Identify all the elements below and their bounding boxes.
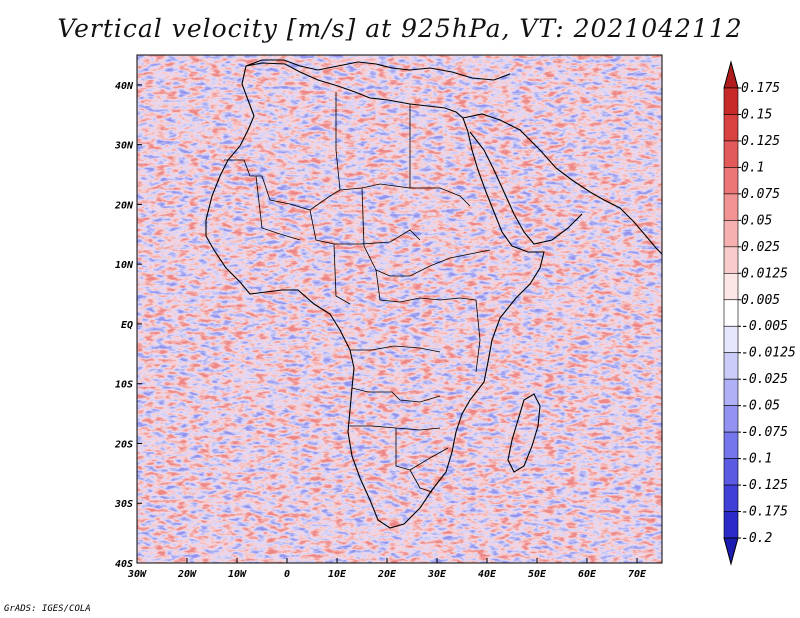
colorbar-swatch — [723, 484, 739, 512]
vertical-velocity-field — [137, 55, 662, 563]
red-sea-east-coast — [469, 131, 583, 245]
colorbar-label: 0.125 — [741, 134, 780, 149]
colorbar-swatch — [723, 114, 739, 142]
lon-tick-label: 0 — [284, 569, 290, 580]
lat-tick-label: 10S — [115, 380, 133, 391]
colorbar-top-arrow — [723, 60, 739, 89]
lon-tick-label: 30E — [427, 569, 447, 580]
colorbar-label: 0.175 — [741, 81, 780, 96]
lat-tick-label: 20S — [114, 439, 133, 450]
colorbar-label: -0.125 — [741, 478, 788, 493]
lat-tick-label: EQ — [121, 320, 133, 331]
lat-tick-label: 40S — [115, 559, 133, 570]
colorbar-label: 0.075 — [741, 187, 780, 202]
map-title: Vertical velocity [m/s] at 925hPa, VT: 2… — [57, 14, 743, 43]
lon-tick-label: 50E — [528, 569, 547, 580]
africa-coastline — [205, 62, 545, 529]
latitude-axis: 40N 30N 20N 10N EQ 10S 20S 30S 40S — [114, 81, 142, 570]
lon-tick-label: 70E — [628, 569, 647, 580]
lat-tick-label: 30S — [114, 499, 133, 510]
colorbar-label: -0.075 — [741, 425, 788, 440]
colorbar-label: 0.025 — [741, 240, 780, 255]
lon-tick-label: 10E — [328, 569, 347, 580]
colorbar-swatch — [723, 220, 739, 248]
colorbar-swatch — [723, 325, 739, 354]
colorbar-swatch — [723, 378, 739, 406]
lon-tick-label: 60E — [578, 569, 597, 580]
colorbar-label: 0.0125 — [741, 266, 788, 281]
colorbar-swatch — [723, 299, 739, 327]
colorbar-swatch — [723, 352, 739, 380]
colorbar-label: -0.0125 — [741, 346, 796, 361]
colorbar-swatch — [723, 272, 739, 301]
colorbar-label: -0.175 — [741, 505, 788, 520]
colorbar-label: -0.05 — [741, 399, 780, 414]
lon-tick-label: 30W — [127, 569, 147, 580]
madagascar — [507, 393, 541, 473]
colorbar-swatch — [723, 431, 739, 459]
colorbar-label: 0.1 — [741, 160, 764, 175]
colorbar-bottom-arrow — [723, 537, 739, 566]
colorbar-label: -0.1 — [741, 452, 772, 467]
colorbar-swatch — [723, 193, 739, 221]
colorbar-label: 0.05 — [741, 213, 772, 228]
colorbar-swatch — [723, 87, 739, 115]
coastlines — [205, 59, 662, 529]
colorbar-label: -0.025 — [741, 372, 788, 387]
colorbar-swatch — [723, 405, 739, 433]
colorbar-label: 0.005 — [741, 293, 780, 308]
arabia-coastline — [462, 113, 662, 255]
colorbar-legend: 0.175 0.15 0.125 0.1 0.075 0.05 0.025 0.0125 0.0… — [723, 60, 796, 566]
colorbar-swatch — [723, 458, 739, 486]
colorbar-swatch — [723, 140, 739, 168]
country-borders — [224, 92, 491, 493]
colorbar-label: -0.005 — [741, 319, 788, 334]
footer-credit: GrADS: IGES/COLA — [4, 604, 91, 614]
lon-tick-label: 20W — [177, 569, 197, 580]
colorbar-label: 0.15 — [741, 107, 772, 122]
lat-tick-label: 20N — [114, 200, 134, 211]
longitude-axis: 30W 20W 10W 0 10E 20E 30E 40E 50E 60E 70E — [127, 558, 647, 580]
lon-tick-label: 20E — [377, 569, 397, 580]
lat-tick-label: 10N — [115, 260, 134, 271]
europe-coastline — [245, 59, 511, 81]
colorbar-swatch — [723, 167, 739, 195]
colorbar-swatch — [723, 246, 739, 274]
colorbar-label: -0.2 — [741, 531, 772, 546]
lat-tick-label: 30N — [114, 141, 134, 152]
lat-tick-label: 40N — [115, 81, 134, 92]
plot-frame — [136, 54, 663, 564]
colorbar-swatch — [723, 511, 739, 539]
lon-tick-label: 10W — [228, 569, 247, 580]
lon-tick-label: 40E — [478, 569, 497, 580]
